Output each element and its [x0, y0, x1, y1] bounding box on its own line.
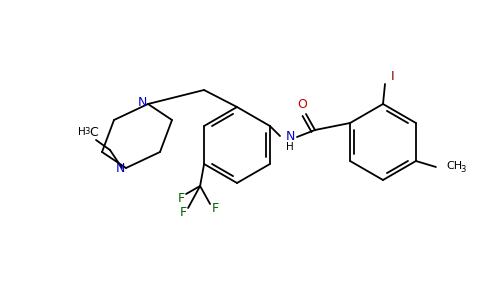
- Text: CH: CH: [446, 161, 462, 171]
- Text: F: F: [178, 191, 185, 205]
- Text: C: C: [89, 125, 98, 139]
- Text: I: I: [391, 70, 394, 83]
- Text: F: F: [180, 206, 187, 220]
- Text: H: H: [78, 127, 86, 137]
- Text: 3: 3: [85, 128, 90, 136]
- Text: F: F: [212, 202, 219, 215]
- Text: O: O: [297, 98, 307, 110]
- Text: N: N: [285, 130, 295, 143]
- Text: N: N: [137, 97, 147, 110]
- Text: H: H: [286, 142, 294, 152]
- Text: N: N: [115, 163, 125, 176]
- Text: 3: 3: [460, 164, 465, 173]
